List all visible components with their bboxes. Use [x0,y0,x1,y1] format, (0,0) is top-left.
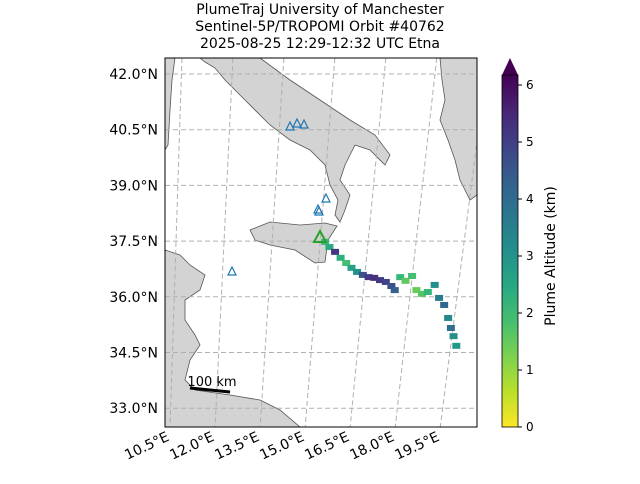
land [439,58,477,201]
scale-label: 100 km [187,375,236,390]
plume-pixel [446,324,455,331]
lon-grid-line [394,58,438,427]
colorbar-tick-label: 1 [526,363,534,377]
lon-grid-line [349,58,387,427]
plume-pixel [347,264,356,271]
plume-pixel [452,342,461,349]
lat-tick-label: 33.0°N [109,401,158,417]
lon-grid-line [259,58,285,427]
plume-pixel [376,277,385,284]
colorbar-tick-label: 3 [526,249,534,263]
lat-tick-label: 34.5°N [109,346,158,362]
volcanoes [227,117,331,276]
lon-tick-label: 15.0°E [257,429,306,463]
lat-tick-label: 36.0°N [109,290,158,306]
plume-pixel [444,314,453,321]
plume-pixel [412,287,421,294]
land [199,58,391,223]
lat-tick-label: 37.5°N [109,234,158,250]
plume-pixel [387,283,396,290]
title-line: PlumeTraj University of Manchester [196,2,444,18]
colorbar-label: Plume Altitude (km) [543,186,559,326]
plume-pixel [440,301,449,308]
lon-grid-line [439,137,477,427]
title-line: Sentinel-5P/TROPOMI Orbit #40762 [195,19,444,35]
colorbar-tick-label: 4 [526,192,534,206]
colorbar-tick-label: 0 [526,420,534,434]
lon-tick-label: 18.0°E [348,429,397,463]
plume-pixel [325,244,334,251]
plume-pixel [396,274,405,281]
plume-pixel [342,260,351,267]
plume-pixel [358,271,367,278]
plume-pixel [449,333,458,340]
plume-pixel [353,268,362,275]
map-frame [164,57,478,428]
lat-tick-label: 40.5°N [109,123,158,139]
land [165,58,176,151]
plume-pixel [423,288,432,295]
title-line: 2025-08-25 12:29-12:32 UTC Etna [200,36,440,52]
map-area: 100 km [165,58,477,427]
plume-pixel [401,277,410,284]
lon-tick-label: 13.5°E [212,429,261,463]
plume-pixel [435,294,444,301]
plume-pixel [364,274,373,281]
plume-pixel [390,287,399,294]
lon-grid-line [214,58,234,427]
lat-tick-label: 42.0°N [109,67,158,83]
colorbar [501,58,522,428]
lon-tick-label: 16.5°E [302,429,351,463]
plume-pixel [331,248,340,255]
plume-pixel [417,290,426,297]
plume-pixel [408,273,417,280]
colorbar-tick-label: 6 [526,78,534,92]
lon-tick-label: 10.5°E [122,429,171,463]
colorbar-tick-label: 5 [526,135,534,149]
plume-pixel [381,278,390,285]
plume-pixel [430,281,439,288]
lon-tick-label: 12.0°E [167,429,216,463]
land [249,221,338,264]
lat-tick-label: 39.0°N [109,178,158,194]
lon-tick-label: 19.5°E [393,429,442,463]
plume-pixel [336,254,345,261]
colorbar-tick-label: 2 [526,306,534,320]
plume-pixel [370,274,379,281]
lon-grid-line [169,58,183,427]
scale-bar [189,386,231,394]
land [165,249,301,427]
